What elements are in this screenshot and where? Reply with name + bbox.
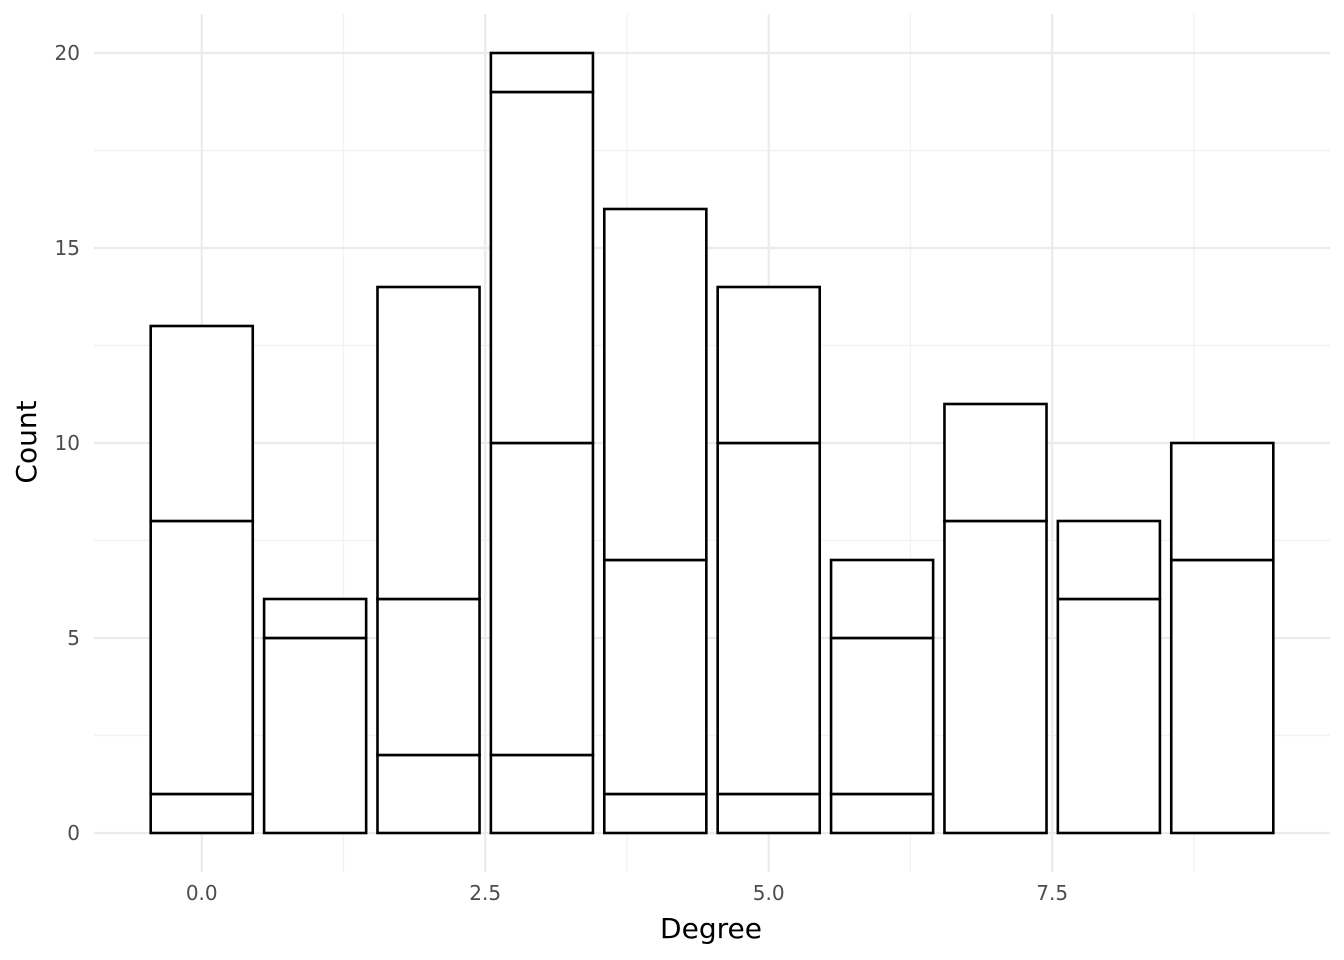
bar-segment <box>1169 558 1275 835</box>
bar-segment <box>829 792 935 835</box>
bar-segment <box>716 285 822 445</box>
bar-stack <box>1056 519 1162 835</box>
bar-segment <box>262 636 368 835</box>
bar-stack <box>376 285 481 835</box>
bar-segment <box>943 519 1048 835</box>
bar-segment <box>489 753 595 835</box>
bar-stack <box>262 597 368 835</box>
bar-stack <box>829 558 935 835</box>
bar-segment <box>602 792 708 835</box>
x-tick-label: 0.0 <box>186 881 218 905</box>
y-tick-label: 5 <box>67 626 80 650</box>
bar-segment <box>716 792 822 835</box>
bar-segment <box>1056 597 1162 835</box>
bar-segment <box>489 90 595 445</box>
y-tick-label: 0 <box>67 821 80 845</box>
bar-segment <box>262 597 368 640</box>
y-tick-label: 20 <box>55 41 80 65</box>
bar-segment <box>149 792 255 835</box>
bar-stack <box>489 51 595 835</box>
bar-segment <box>602 558 708 796</box>
bar-segment <box>376 753 481 835</box>
bar-segment <box>489 51 595 94</box>
bar-segment <box>716 441 822 796</box>
bar-stack <box>943 402 1048 835</box>
bar-segment <box>829 636 935 796</box>
x-axis-title: Degree <box>660 912 762 945</box>
bar-segment <box>943 402 1048 523</box>
bar-segment <box>1169 441 1275 562</box>
x-tick-label: 7.5 <box>1036 881 1068 905</box>
y-tick-labels: 0 5 10 15 20 <box>55 41 80 845</box>
bar-segment <box>149 324 255 523</box>
bar-stack <box>149 324 255 835</box>
y-tick-label: 10 <box>55 431 80 455</box>
bar-segment <box>1056 519 1162 601</box>
bars <box>149 51 1275 835</box>
bar-segment <box>149 519 255 796</box>
bar-stack <box>602 207 708 835</box>
bar-segment <box>602 207 708 562</box>
x-tick-label: 2.5 <box>469 881 501 905</box>
bar-segment <box>829 558 935 640</box>
x-tick-labels: 0.0 2.5 5.0 7.5 <box>186 881 1068 905</box>
bar-segment <box>376 285 481 601</box>
x-tick-label: 5.0 <box>753 881 785 905</box>
y-axis-title: Count <box>10 400 43 483</box>
bar-stack <box>716 285 822 835</box>
bar-stack <box>1169 441 1275 835</box>
y-tick-label: 15 <box>55 236 80 260</box>
bar-segment <box>489 441 595 757</box>
bar-segment <box>376 597 481 757</box>
